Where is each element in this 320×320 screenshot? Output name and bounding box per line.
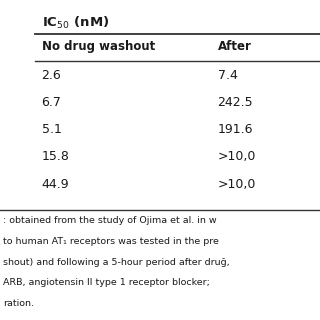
Text: 15.8: 15.8 [42, 150, 69, 164]
Text: to human AT₁ receptors was tested in the pre: to human AT₁ receptors was tested in the… [3, 237, 219, 246]
Text: 6.7: 6.7 [42, 96, 61, 109]
Text: After: After [218, 40, 252, 53]
Text: ARB, angiotensin II type 1 receptor blocker;: ARB, angiotensin II type 1 receptor bloc… [3, 278, 210, 287]
Text: >10,0: >10,0 [218, 150, 256, 164]
Text: IC$_{50}$ (nM): IC$_{50}$ (nM) [42, 14, 109, 30]
Text: >10,0: >10,0 [218, 178, 256, 191]
Text: No drug washout: No drug washout [42, 40, 155, 53]
Text: 242.5: 242.5 [218, 96, 253, 109]
Text: 2.6: 2.6 [42, 69, 61, 82]
Text: shout) and following a 5-hour period after druğ,: shout) and following a 5-hour period aft… [3, 258, 230, 267]
Text: 7.4: 7.4 [218, 69, 237, 82]
Text: 44.9: 44.9 [42, 178, 69, 191]
Text: ration.: ration. [3, 299, 34, 308]
Text: 5.1: 5.1 [42, 123, 61, 136]
Text: : obtained from the study of Ojima et al. in w: : obtained from the study of Ojima et al… [3, 216, 217, 225]
Text: 191.6: 191.6 [218, 123, 253, 136]
